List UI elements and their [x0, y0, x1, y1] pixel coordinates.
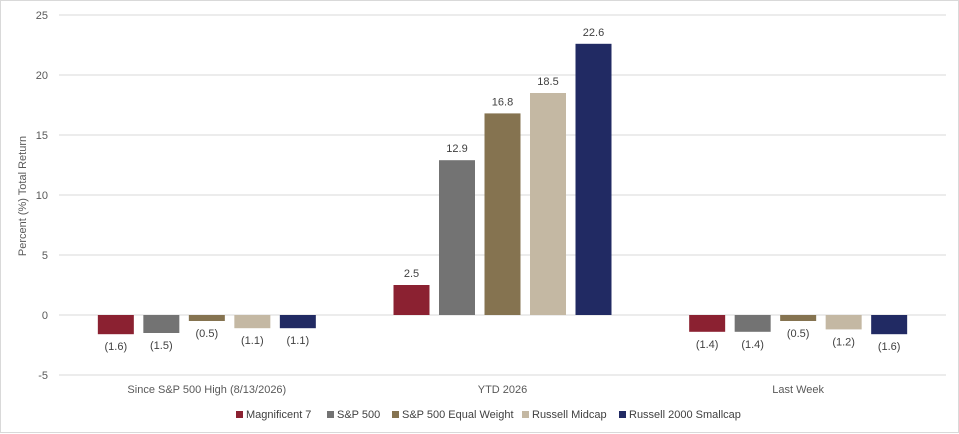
y-tick-label: 25	[36, 10, 48, 22]
legend-label: Russell Midcap	[532, 409, 607, 421]
bar	[530, 93, 566, 315]
data-label: 18.5	[537, 76, 558, 88]
data-label: (1.4)	[741, 339, 764, 351]
bar	[689, 315, 726, 332]
y-tick-label: 15	[36, 130, 48, 142]
bar	[734, 315, 771, 332]
bar	[780, 315, 817, 321]
data-label: (0.5)	[196, 328, 219, 340]
legend-label: Magnificent 7	[246, 409, 311, 421]
category-label: YTD 2026	[478, 384, 528, 396]
data-label: 22.6	[583, 27, 604, 39]
data-label: (1.6)	[878, 341, 901, 353]
legend-label: S&P 500 Equal Weight	[402, 409, 514, 421]
y-tick-label: 5	[42, 250, 48, 262]
bar	[575, 43, 612, 316]
bar	[279, 315, 316, 329]
legend-swatch	[392, 411, 399, 418]
bar	[143, 315, 180, 333]
data-label: (1.2)	[832, 336, 855, 348]
bar	[97, 315, 134, 335]
data-label: (1.1)	[241, 335, 264, 347]
bar	[393, 285, 430, 315]
data-label: (1.1)	[287, 335, 310, 347]
legend-swatch	[327, 411, 334, 418]
data-labels: (1.6) (1.5) (0.5) (1.1) (1.1) 2.5 12.9 16.8 18.5…	[105, 27, 901, 353]
legend-swatch	[619, 411, 626, 418]
legend-swatch	[522, 411, 529, 418]
bar	[484, 113, 521, 316]
bar	[234, 315, 271, 329]
data-label: 16.8	[492, 96, 513, 108]
y-tick-label: 20	[36, 70, 48, 82]
data-label: (1.6)	[105, 341, 128, 353]
data-label: (1.5)	[150, 340, 173, 352]
bar	[439, 160, 475, 315]
bars	[97, 43, 908, 335]
legend: Magnificent 7 S&P 500 S&P 500 Equal Weight…	[236, 409, 741, 421]
y-tick-label: 0	[42, 310, 48, 322]
bar	[871, 315, 908, 335]
bar	[188, 315, 225, 321]
y-axis-ticks: -5 0 5 10 15 20 25	[36, 10, 48, 382]
data-label: 12.9	[446, 143, 467, 155]
category-labels: Since S&P 500 High (8/13/2026) YTD 2026 La…	[127, 384, 824, 396]
y-tick-label: 10	[36, 190, 48, 202]
legend-label: S&P 500	[337, 409, 380, 421]
bar	[825, 315, 862, 330]
data-label: (1.4)	[696, 339, 719, 351]
y-tick-label: -5	[38, 370, 48, 382]
category-label: Last Week	[772, 384, 824, 396]
category-label: Since S&P 500 High (8/13/2026)	[127, 384, 286, 396]
data-label: 2.5	[404, 268, 419, 280]
y-axis-title: Percent (%) Total Return	[17, 136, 29, 256]
legend-label: Russell 2000 Smallcap	[629, 409, 741, 421]
data-label: (0.5)	[787, 328, 810, 340]
legend-swatch	[236, 411, 243, 418]
